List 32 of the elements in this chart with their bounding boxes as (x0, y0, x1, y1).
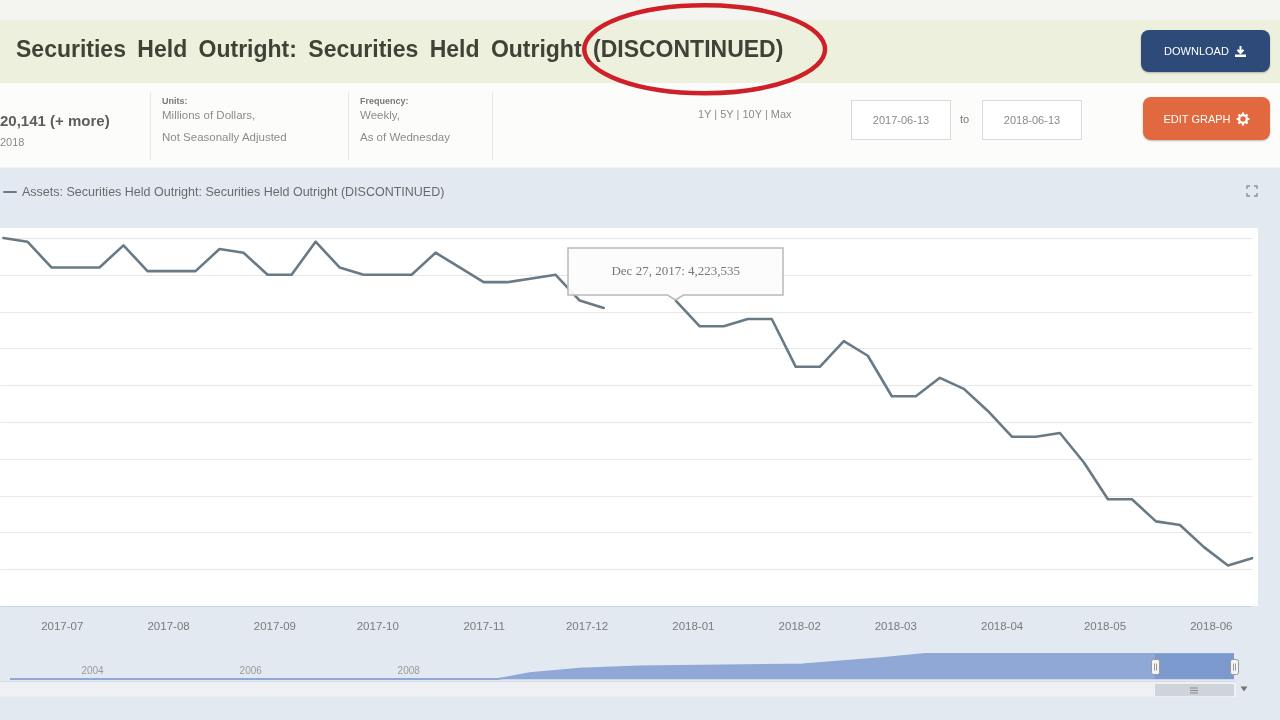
x-tick-label: 2018-04 (980, 619, 1024, 632)
text: Units: (162, 96, 188, 107)
text: Millions of Dollars, (162, 109, 256, 123)
x-tick-label: 2018-01 (672, 619, 715, 632)
edit-button: EDIT GRAPH (1143, 97, 1270, 140)
x-tick-label: 2018-03 (874, 619, 917, 632)
date-field: 2018-06-13 (982, 100, 1082, 140)
text: 20,141 (+ more) (0, 112, 110, 130)
download-button: DOWNLOAD (1141, 30, 1270, 72)
legend-label: Assets: Securities Held Outright: Securities Held Outright (DISCONTINUED) (22, 185, 445, 199)
x-tick-label: 2018-05 (1083, 619, 1127, 632)
text: 1Y | 5Y | 10Y | Max (698, 108, 792, 121)
x-tick-label: 2017-11 (463, 619, 505, 632)
x-tick-label: 2017-12 (565, 619, 609, 632)
text: Frequency: (360, 96, 409, 107)
x-tick-label: 2017-07 (41, 619, 84, 632)
x-tick-label: 2017-08 (147, 619, 190, 632)
x-tick-label: 2017-09 (253, 619, 297, 632)
date-field: 2017-06-13 (851, 100, 951, 140)
text: Weekly, (360, 109, 400, 123)
text: to (960, 113, 970, 126)
annotation: Dec 27, 2017: 4,223,535 (610, 261, 741, 280)
chart-title: Securities Held Outright: Securities Held Outright (DISCONTINUED) (16, 36, 784, 63)
x-tick-label: 2006 (239, 665, 263, 676)
x-tick-label: 2004 (81, 665, 105, 676)
x-tick-label: 2017-10 (356, 619, 399, 632)
text: 2018 (0, 136, 25, 149)
x-tick-label: 2008 (397, 665, 421, 676)
text: As of Wednesday (360, 131, 450, 145)
x-tick-label: 2018-06 (1190, 619, 1233, 632)
x-tick-label: 2018-02 (778, 619, 821, 632)
text: Not Seasonally Adjusted (162, 131, 287, 145)
